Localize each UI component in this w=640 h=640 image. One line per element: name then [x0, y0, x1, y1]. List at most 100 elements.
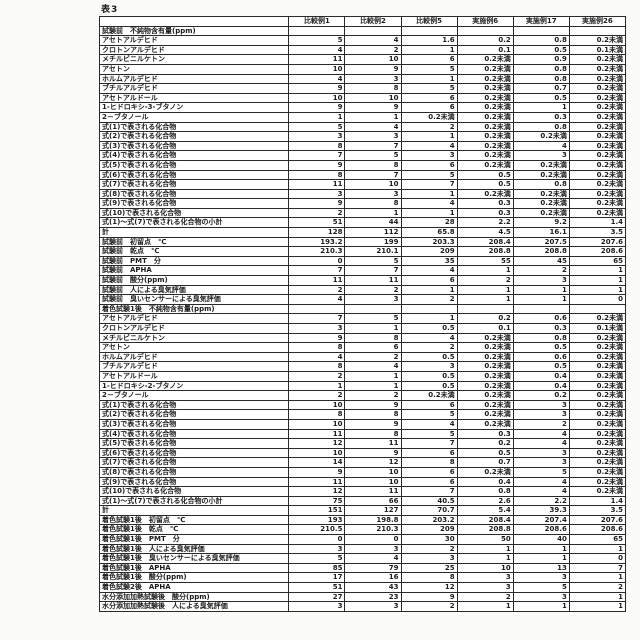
cell-value: 2 [400, 342, 458, 353]
cell-value: 3 [456, 572, 514, 584]
table-row: アセトアルデヒド 5 4 1.6 0.2 0.8 0.2未満 [98, 35, 627, 46]
row-label: 式(2)で表される化合物 [98, 409, 290, 420]
cell-value: 208.6 [568, 524, 627, 536]
cell-value: 203.3 [400, 236, 458, 248]
cell-value: 210.5 [288, 524, 346, 536]
cell-value: 208.8 [456, 524, 514, 536]
cell-value: 5 [400, 83, 458, 94]
cell-value: 3 [456, 582, 514, 593]
cell-value: 1 [400, 207, 458, 219]
cell-value: 7 [400, 438, 458, 449]
cell-value: 127 [344, 505, 402, 516]
cell-value: 7 [288, 313, 346, 324]
cell-value: 6 [400, 54, 458, 65]
row-label: 試験前 乾点 ℃ [98, 246, 290, 257]
row-label: 着色試験1後 APHA [98, 562, 290, 574]
table-row: 着色試験1後 PMT 分 0 0 30 50 40 65 [98, 534, 627, 545]
cell-value: 9 [288, 159, 346, 171]
cell-value: 10 [288, 92, 346, 104]
cell-value: 0.2 [456, 35, 514, 46]
empty-cell [456, 25, 514, 37]
cell-value: 2 [344, 284, 402, 296]
cell-value: 208.8 [456, 246, 514, 257]
cell-value: 0.2未満 [568, 198, 627, 209]
table-row: アセトアルドール 10 10 6 0.2未満 0.5 0.2未満 [98, 92, 627, 104]
row-label: 1-ヒドロキシ-2-ブタノン [98, 380, 290, 392]
cell-value: 12 [344, 457, 402, 468]
cell-value: 3 [512, 572, 570, 584]
cell-value: 0.5 [512, 92, 570, 104]
cell-value: 0.2未満 [568, 131, 627, 142]
cell-value: 0.2未満 [512, 188, 570, 200]
cell-value: 40.5 [400, 495, 458, 507]
cell-value: 0.2未満 [400, 390, 458, 401]
cell-value: 0.6 [512, 351, 570, 363]
cell-value: 12 [288, 486, 346, 497]
cell-value: 0.2未満 [456, 351, 514, 363]
cell-value: 5 [344, 313, 402, 324]
cell-value: 0.4 [512, 380, 570, 392]
table-row: 試験前 初留点 ℃ 193.2 199 203.3 208.4 207.5 207.6 [98, 236, 627, 248]
cell-value: 1 [400, 44, 458, 56]
table-row: 着色試験1後 酸分(ppm) 17 16 8 3 3 1 [98, 572, 627, 584]
cell-value: 1 [568, 275, 627, 286]
row-label: 着色試験1後 乾点 ℃ [98, 524, 290, 536]
cell-value: 1 [400, 284, 458, 296]
cell-value: 8 [344, 198, 402, 209]
cell-value: 0.2未満 [568, 351, 627, 363]
cell-value: 2.2 [512, 495, 570, 507]
cell-value: 199 [344, 236, 402, 248]
table-row: 試験前 臭いセンサーによる臭気評価 4 3 2 1 1 0 [98, 294, 627, 305]
cell-value: 8 [400, 457, 458, 468]
cell-value: 9 [344, 418, 402, 430]
cell-value: 12 [400, 582, 458, 593]
cell-value: 0.2未満 [568, 380, 627, 392]
cell-value: 0 [568, 553, 627, 564]
empty-cell [400, 25, 458, 37]
cell-value: 8 [288, 409, 346, 420]
document-page: 表3 比較例1 比較例2 比較例5 実施例6 実施例17 実施例26 試験前 不純物含有量… [98, 2, 629, 612]
row-label: ブチルアルデヒド [98, 83, 290, 94]
cell-value: 11 [344, 275, 402, 286]
empty-cell [344, 303, 402, 315]
cell-value: 9 [288, 198, 346, 209]
empty-cell [400, 303, 458, 315]
table-row: 式(10)で表される化合物 2 1 1 0.3 0.2未満 0.2未満 [98, 207, 627, 219]
cell-value: 11 [288, 54, 346, 65]
cell-value: 4 [512, 140, 570, 152]
cell-value: 5 [288, 121, 346, 133]
cell-value: 0.2未満 [568, 370, 627, 382]
cell-value: 2 [400, 601, 458, 612]
cell-value: 0.2未満 [568, 486, 627, 497]
cell-value: 4 [344, 35, 402, 46]
cell-value: 1 [344, 207, 402, 219]
cell-value: 35 [400, 255, 458, 267]
empty-cell [456, 303, 514, 315]
row-label: 式(3)で表される化合物 [98, 418, 290, 430]
cell-value: 112 [344, 227, 402, 238]
cell-value: 9 [288, 83, 346, 94]
table-row: 式(1)～式(7)で表される化合物の小計 75 66 40.5 2.6 2.2 1.4 [98, 495, 627, 507]
cell-value: 11 [288, 275, 346, 286]
cell-value: 39.3 [512, 505, 570, 516]
cell-value: 193.2 [288, 236, 346, 248]
cell-value: 0.8 [512, 35, 570, 46]
cell-value: 10 [344, 54, 402, 65]
row-label: 式(4)で表される化合物 [98, 150, 290, 161]
cell-value: 210.3 [288, 246, 346, 257]
cell-value: 0.3 [512, 323, 570, 334]
cell-value: 5 [288, 553, 346, 564]
row-label: 1-ヒドロキシ-3-ブタノン [98, 102, 290, 113]
cell-value: 10 [344, 179, 402, 190]
cell-value: 0 [344, 534, 402, 545]
cell-value: 0.2未満 [568, 54, 627, 65]
row-label: アセトアルデヒド [98, 313, 290, 324]
row-label: アセトン [98, 342, 290, 353]
cell-value: 2 [456, 591, 514, 603]
cell-value: 1 [400, 73, 458, 85]
row-label: メチルビニルケトン [98, 332, 290, 344]
cell-value: 1 [512, 601, 570, 612]
table-row: 試験前 PMT 分 0 5 35 55 45 65 [98, 255, 627, 267]
cell-value: 9 [288, 332, 346, 344]
row-label: 式(1)で表される化合物 [98, 121, 290, 133]
